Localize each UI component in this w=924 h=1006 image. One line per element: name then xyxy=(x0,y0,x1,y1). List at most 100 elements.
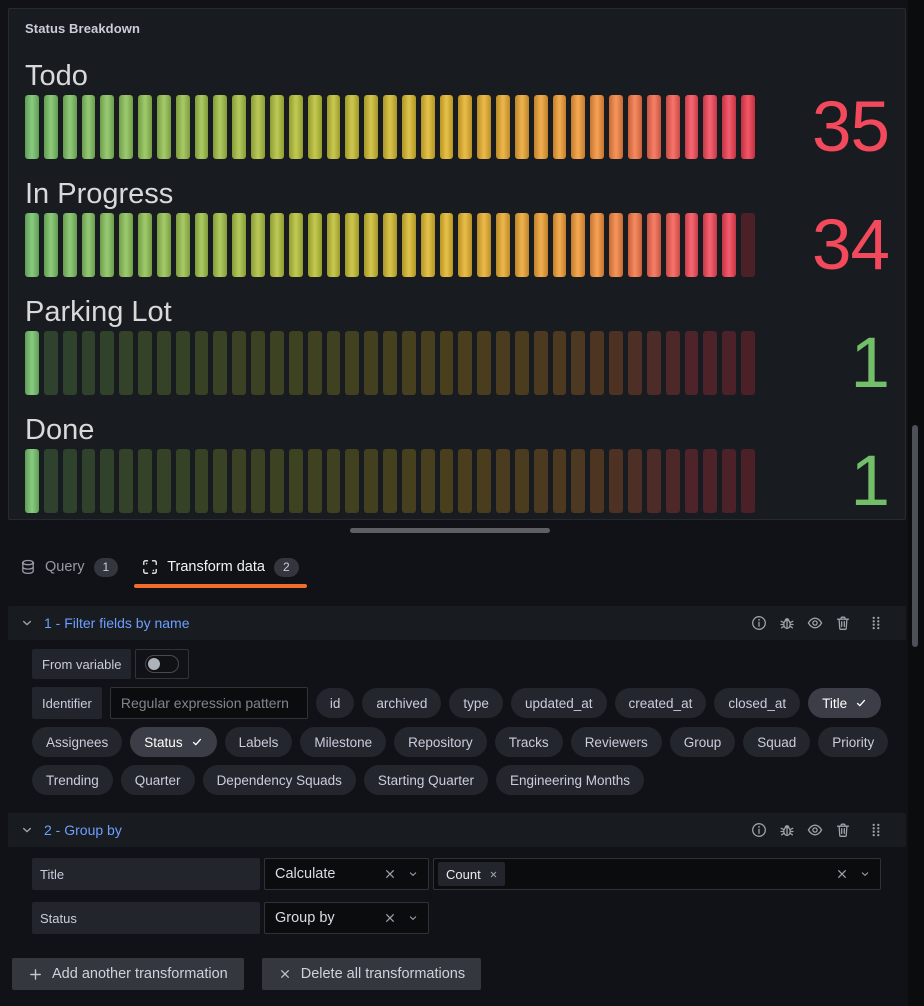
gauge-cell xyxy=(722,331,737,395)
field-chip[interactable]: Assignees xyxy=(32,727,123,757)
tab-query[interactable]: Query 1 xyxy=(8,546,130,588)
field-chip[interactable]: Group xyxy=(669,727,736,757)
chevron-down-icon[interactable] xyxy=(20,823,34,837)
gauge-cell xyxy=(533,331,548,395)
remove-icon[interactable] xyxy=(488,869,499,880)
transformation-title[interactable]: 2 - Group by xyxy=(44,822,122,838)
field-chip[interactable]: created_at xyxy=(614,688,707,718)
field-chip[interactable]: Engineering Months xyxy=(495,765,645,795)
gauge-cell xyxy=(703,449,718,513)
field-chip[interactable]: Reviewers xyxy=(570,727,662,757)
gauge-cell xyxy=(684,449,699,513)
field-chip[interactable]: Title xyxy=(808,688,882,718)
gauge-cell xyxy=(609,213,623,277)
debug-icon[interactable] xyxy=(779,822,795,838)
gauge-cell xyxy=(138,449,152,513)
gauge-cell xyxy=(307,95,322,159)
field-chip[interactable]: type xyxy=(449,688,503,718)
drag-handle-icon[interactable] xyxy=(868,822,884,838)
gauge-cell xyxy=(345,213,360,277)
aggregations-select[interactable]: Count xyxy=(433,858,881,890)
field-chip[interactable]: archived xyxy=(362,688,442,718)
trash-icon[interactable] xyxy=(835,615,851,631)
from-variable-toggle[interactable] xyxy=(135,649,190,679)
field-chip-label: updated_at xyxy=(524,695,593,711)
gauge-title: Done xyxy=(25,414,95,446)
field-chip[interactable]: Priority xyxy=(818,727,889,757)
gauge-cell xyxy=(496,331,510,395)
gauge-cell xyxy=(43,449,58,513)
field-chip-label: Assignees xyxy=(46,734,109,750)
transformation-header[interactable]: 2 - Group by xyxy=(8,813,906,847)
identifier-label: Identifier xyxy=(32,687,102,719)
gauge-cell xyxy=(119,213,134,277)
operation-select-value: Group by xyxy=(275,910,335,926)
add-transformation-button[interactable]: Add another transformation xyxy=(12,958,244,990)
field-chip[interactable]: updated_at xyxy=(510,688,607,718)
tab-transform-data[interactable]: Transform data 2 xyxy=(130,546,310,588)
aggregation-chip[interactable]: Count xyxy=(438,862,505,886)
field-chip[interactable]: Quarter xyxy=(120,765,195,795)
field-chip[interactable]: Tracks xyxy=(494,727,563,757)
gauge-cell xyxy=(100,449,115,513)
clear-icon[interactable] xyxy=(835,867,849,881)
field-chip[interactable]: Milestone xyxy=(300,727,387,757)
gauge-cell xyxy=(81,213,96,277)
clear-icon[interactable] xyxy=(383,911,397,925)
field-chip[interactable]: Trending xyxy=(32,765,113,795)
gauge-cell xyxy=(477,449,492,513)
operation-select[interactable]: Group by xyxy=(264,902,429,934)
drag-handle-icon[interactable] xyxy=(868,615,884,631)
gauge-cell xyxy=(81,95,96,159)
field-chip-label: Milestone xyxy=(314,734,373,750)
field-chip[interactable]: id xyxy=(315,688,355,718)
gauge-cell xyxy=(307,331,322,395)
gauge-cell xyxy=(251,213,265,277)
eye-icon[interactable] xyxy=(807,615,823,631)
gauge-cell xyxy=(665,331,680,395)
pane-resize-handle[interactable] xyxy=(350,528,550,533)
transformation-title[interactable]: 1 - Filter fields by name xyxy=(44,615,190,631)
field-chip[interactable]: Labels xyxy=(224,727,293,757)
gauge-cell xyxy=(458,331,473,395)
gauge-cell xyxy=(458,213,473,277)
transform-pane: 1 - Filter fields by name From variable … xyxy=(8,606,906,990)
field-chip[interactable]: Status xyxy=(130,727,217,757)
chevron-down-icon[interactable] xyxy=(20,616,34,630)
gauge-cell xyxy=(288,213,303,277)
debug-icon[interactable] xyxy=(779,615,795,631)
gauge-cell xyxy=(194,449,209,513)
scrollbar-track[interactable] xyxy=(908,0,924,1006)
chevron-down-icon[interactable] xyxy=(407,868,419,880)
scrollbar-thumb[interactable] xyxy=(912,425,918,647)
gauge-cell xyxy=(100,213,115,277)
gauge-cell xyxy=(496,449,510,513)
trash-icon[interactable] xyxy=(835,822,851,838)
delete-all-transformations-button[interactable]: Delete all transformations xyxy=(261,958,482,990)
gauge-cell xyxy=(156,95,171,159)
field-chip-label: closed_at xyxy=(728,695,787,711)
info-icon[interactable] xyxy=(751,615,767,631)
operation-select[interactable]: Calculate xyxy=(264,858,429,890)
chevron-down-icon[interactable] xyxy=(407,912,419,924)
gauge-cell xyxy=(383,449,397,513)
field-chip[interactable]: Repository xyxy=(394,727,487,757)
gauge-cell xyxy=(703,213,718,277)
field-chip[interactable]: Starting Quarter xyxy=(363,765,488,795)
chevron-down-icon[interactable] xyxy=(859,868,871,880)
eye-icon[interactable] xyxy=(807,822,823,838)
transformation-header[interactable]: 1 - Filter fields by name xyxy=(8,606,906,640)
field-chip[interactable]: closed_at xyxy=(714,688,801,718)
identifier-input[interactable] xyxy=(109,687,308,719)
gauge-cell xyxy=(590,213,605,277)
aggregation-chip-label: Count xyxy=(446,866,481,882)
transformations-actions: Add another transformation Delete all tr… xyxy=(12,958,906,990)
clear-icon[interactable] xyxy=(383,867,397,881)
gauge-cell xyxy=(646,331,661,395)
field-name-label: Title xyxy=(32,858,260,890)
info-icon[interactable] xyxy=(751,822,767,838)
field-name-label: Status xyxy=(32,902,260,934)
gauge-cell xyxy=(703,95,718,159)
field-chip[interactable]: Squad xyxy=(743,727,811,757)
field-chip[interactable]: Dependency Squads xyxy=(202,765,356,795)
